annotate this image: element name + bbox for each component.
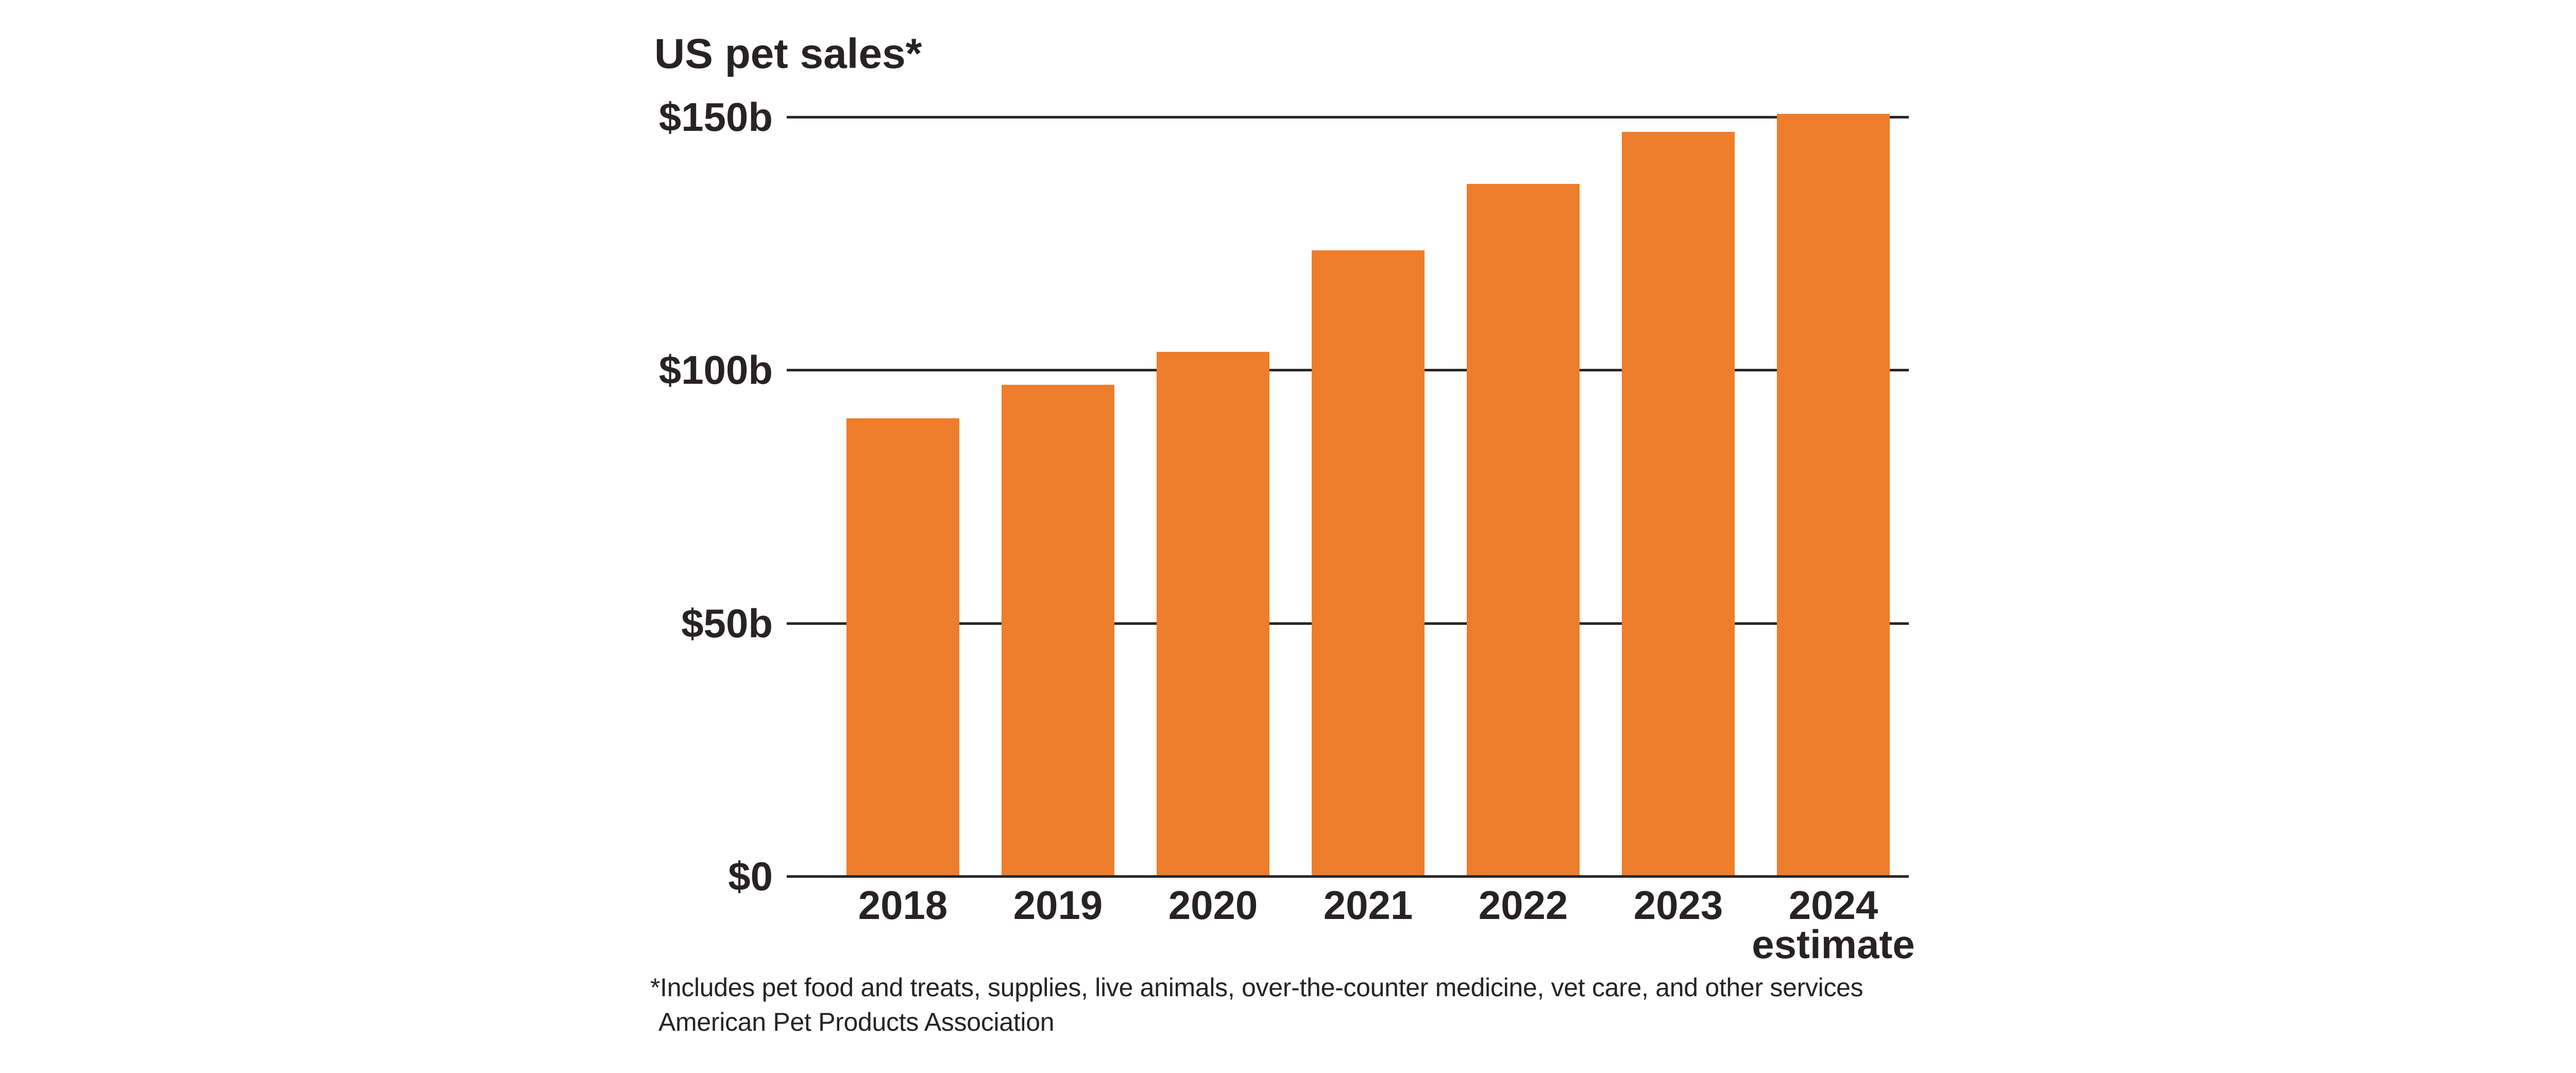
x-tick-label-2019: 2019 <box>1013 882 1103 928</box>
x-axis-estimate-note: estimate <box>1752 922 1915 967</box>
bar-2024 <box>1777 114 1890 876</box>
y-tick-label-150b: $150b <box>658 94 773 140</box>
bar-2021 <box>1312 250 1425 876</box>
bar-2023 <box>1622 132 1735 876</box>
bar-2020 <box>1157 351 1269 876</box>
chart-source: American Pet Products Association <box>658 1008 1055 1036</box>
x-tick-label-2022: 2022 <box>1478 882 1568 928</box>
x-tick-label-2023: 2023 <box>1633 882 1723 928</box>
bar-2022 <box>1467 183 1580 876</box>
x-tick-label-2018: 2018 <box>858 882 948 928</box>
y-tick-label-100b: $100b <box>658 347 773 393</box>
bar-2018 <box>846 418 959 876</box>
gridline-150b <box>787 116 1909 118</box>
x-tick-label-2020: 2020 <box>1168 882 1258 928</box>
y-tick-label-50b: $50b <box>681 600 773 646</box>
x-tick-label-2021: 2021 <box>1323 882 1413 928</box>
chart-footnote: *Includes pet food and treats, supplies,… <box>650 973 1863 1002</box>
chart-title: US pet sales* <box>654 30 922 77</box>
x-axis-baseline <box>787 875 1909 878</box>
x-tick-label-2024: 2024 <box>1788 882 1878 928</box>
y-tick-label-0: $0 <box>728 854 773 899</box>
bar-2019 <box>1002 384 1114 876</box>
